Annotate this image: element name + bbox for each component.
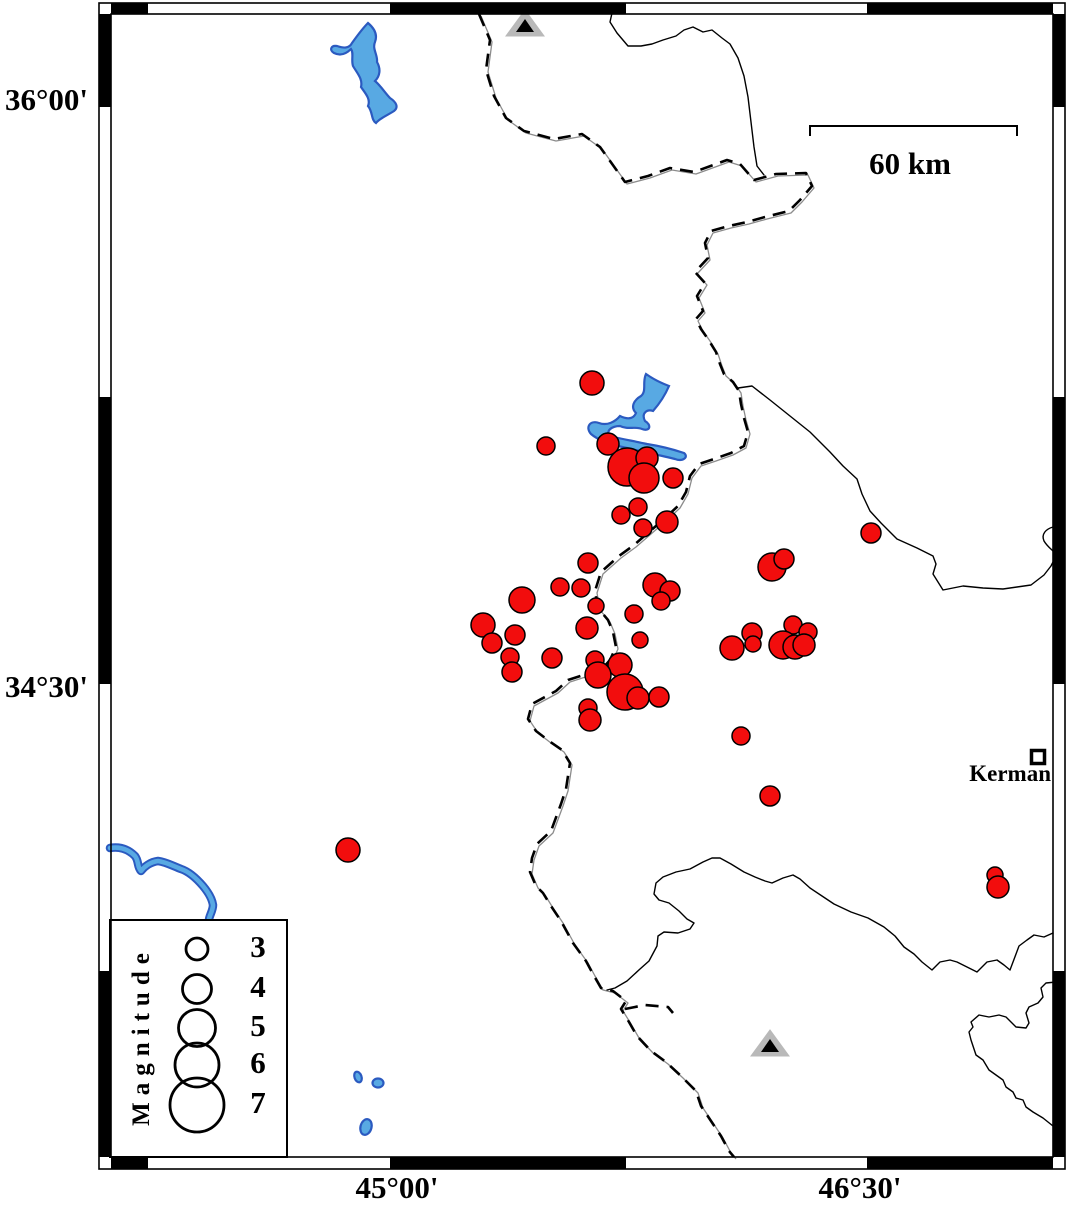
border-fragment	[624, 1003, 674, 1014]
frame-tick-top	[111, 3, 148, 14]
earthquake-marker	[628, 462, 660, 494]
earthquake-marker	[550, 577, 570, 597]
line-layer	[477, 12, 1057, 1160]
frame-tick-left	[99, 971, 111, 1157]
earthquake-marker	[579, 370, 605, 396]
station-triangle-inner	[761, 1039, 779, 1052]
scale-bar-label: 60 km	[869, 146, 951, 181]
earthquake-marker	[584, 661, 612, 689]
river-west	[107, 845, 216, 923]
frame-tick-left	[99, 397, 111, 684]
frame-tick-right	[1053, 14, 1065, 107]
frame-tick-bottom	[390, 1157, 626, 1169]
axis-label-lon-4630: 46°30'	[818, 1170, 902, 1205]
station-triangle-inner	[516, 19, 534, 32]
river-west-casing	[105, 843, 218, 925]
river-south	[606, 857, 1054, 991]
legend-title: Magnitude	[128, 946, 155, 1126]
legend-magnitude-value: 7	[250, 1085, 266, 1120]
river-northeast	[609, 12, 765, 176]
earthquake-marker	[648, 686, 670, 708]
pond-small-3	[359, 1118, 373, 1136]
earthquake-marker	[662, 467, 684, 489]
earthquake-marker	[470, 612, 496, 638]
earthquake-marker	[481, 632, 503, 654]
pond-small-1	[353, 1070, 363, 1084]
legend-magnitude-value: 6	[250, 1045, 266, 1080]
map-content	[105, 9, 1057, 1160]
earthquake-marker	[335, 837, 361, 863]
frame-tick-right	[1053, 971, 1065, 1157]
legend-magnitude-circle	[168, 1076, 226, 1134]
legend-magnitude-value: 4	[250, 969, 266, 1004]
scale-bar-bracket	[809, 125, 1018, 136]
earthquake-marker	[759, 785, 781, 807]
earthquake-marker	[504, 624, 526, 646]
right-edge-wiggle	[1042, 526, 1054, 552]
legend-magnitude-circle	[181, 973, 213, 1005]
earthquake-marker	[633, 518, 653, 538]
legend-layer	[109, 919, 288, 1158]
frame-tick-right	[1053, 397, 1065, 684]
earthquake-marker	[731, 726, 751, 746]
earthquake-marker	[541, 647, 563, 669]
earthquake-marker	[792, 633, 816, 657]
boundary-east	[737, 385, 1054, 591]
city-square-marker	[1029, 748, 1047, 766]
legend-magnitude-value: 5	[250, 1008, 266, 1043]
city-marker-layer	[1029, 748, 1047, 766]
earthquake-marker	[575, 616, 599, 640]
legend-magnitude-circle	[184, 936, 210, 962]
earthquake-marker	[651, 591, 671, 611]
frame-tick-top	[390, 3, 626, 14]
earthquake-marker	[501, 661, 523, 683]
earthquake-marker	[571, 578, 591, 598]
earthquake-marker	[655, 510, 679, 534]
earthquake-layer	[335, 370, 1010, 899]
earthquake-marker	[744, 635, 762, 653]
earthquake-marker	[508, 586, 536, 614]
earthquake-marker	[624, 604, 644, 624]
earthquake-marker	[536, 436, 556, 456]
frame-tick-bottom	[867, 1157, 1053, 1169]
earthquake-marker	[860, 522, 882, 544]
frame-outer-rect	[98, 2, 1066, 1170]
frame-tick-left	[99, 14, 111, 107]
lake-northwest	[330, 21, 398, 125]
map-frame	[98, 2, 1066, 1170]
legend-magnitude-value: 3	[250, 929, 266, 964]
axis-label-lon-45: 45°00'	[355, 1170, 439, 1205]
axis-label-lat-3430: 34°30'	[4, 669, 88, 704]
legend-magnitude-circle	[177, 1008, 217, 1048]
earthquake-marker	[577, 552, 599, 574]
earthquake-marker	[611, 505, 631, 525]
boundary-southeast	[968, 981, 1057, 1127]
international-border-dashed	[477, 13, 814, 1158]
earthquake-marker	[719, 635, 745, 661]
earthquake-marker	[626, 686, 650, 710]
frame-tick-top	[867, 3, 1053, 14]
station-layer	[505, 9, 790, 1057]
frame-inner-rect	[110, 13, 1054, 1158]
earthquake-marker	[631, 631, 649, 649]
earthquake-marker	[986, 875, 1010, 899]
axis-label-lat-36: 36°00'	[4, 82, 88, 117]
earthquake-marker	[578, 708, 602, 732]
pond-small-2	[371, 1077, 385, 1089]
earthquake-marker	[628, 497, 648, 517]
earthquake-marker	[587, 597, 605, 615]
earthquake-marker	[773, 548, 795, 570]
frame-tick-bottom	[111, 1157, 148, 1169]
earthquake-marker	[596, 432, 620, 456]
legend-magnitude-circle	[173, 1041, 221, 1089]
city-label-kerman: Kerman	[969, 761, 1051, 786]
